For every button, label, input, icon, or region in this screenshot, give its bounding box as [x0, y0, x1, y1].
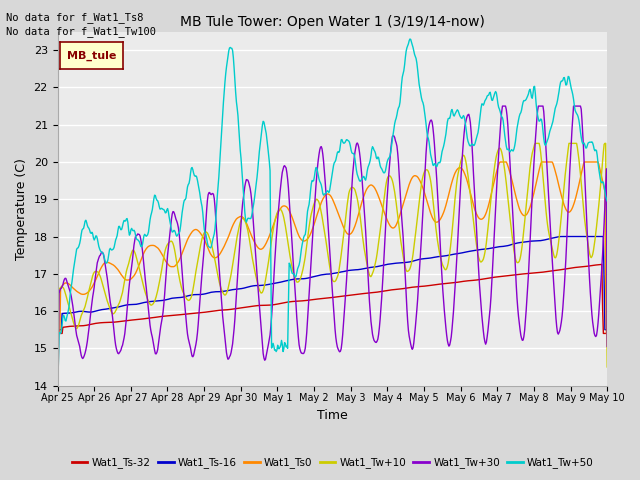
Legend: Wat1_Ts-32, Wat1_Ts-16, Wat1_Ts0, Wat1_Tw+10, Wat1_Tw+30, Wat1_Tw+50: Wat1_Ts-32, Wat1_Ts-16, Wat1_Ts0, Wat1_T… [68, 453, 598, 472]
X-axis label: Time: Time [317, 409, 348, 422]
Text: No data for f_Wat1_Tw100: No data for f_Wat1_Tw100 [6, 26, 156, 37]
Text: No data for f_Wat1_Ts8: No data for f_Wat1_Ts8 [6, 12, 144, 23]
Y-axis label: Temperature (C): Temperature (C) [15, 157, 28, 260]
Title: MB Tule Tower: Open Water 1 (3/19/14-now): MB Tule Tower: Open Water 1 (3/19/14-now… [180, 15, 484, 29]
